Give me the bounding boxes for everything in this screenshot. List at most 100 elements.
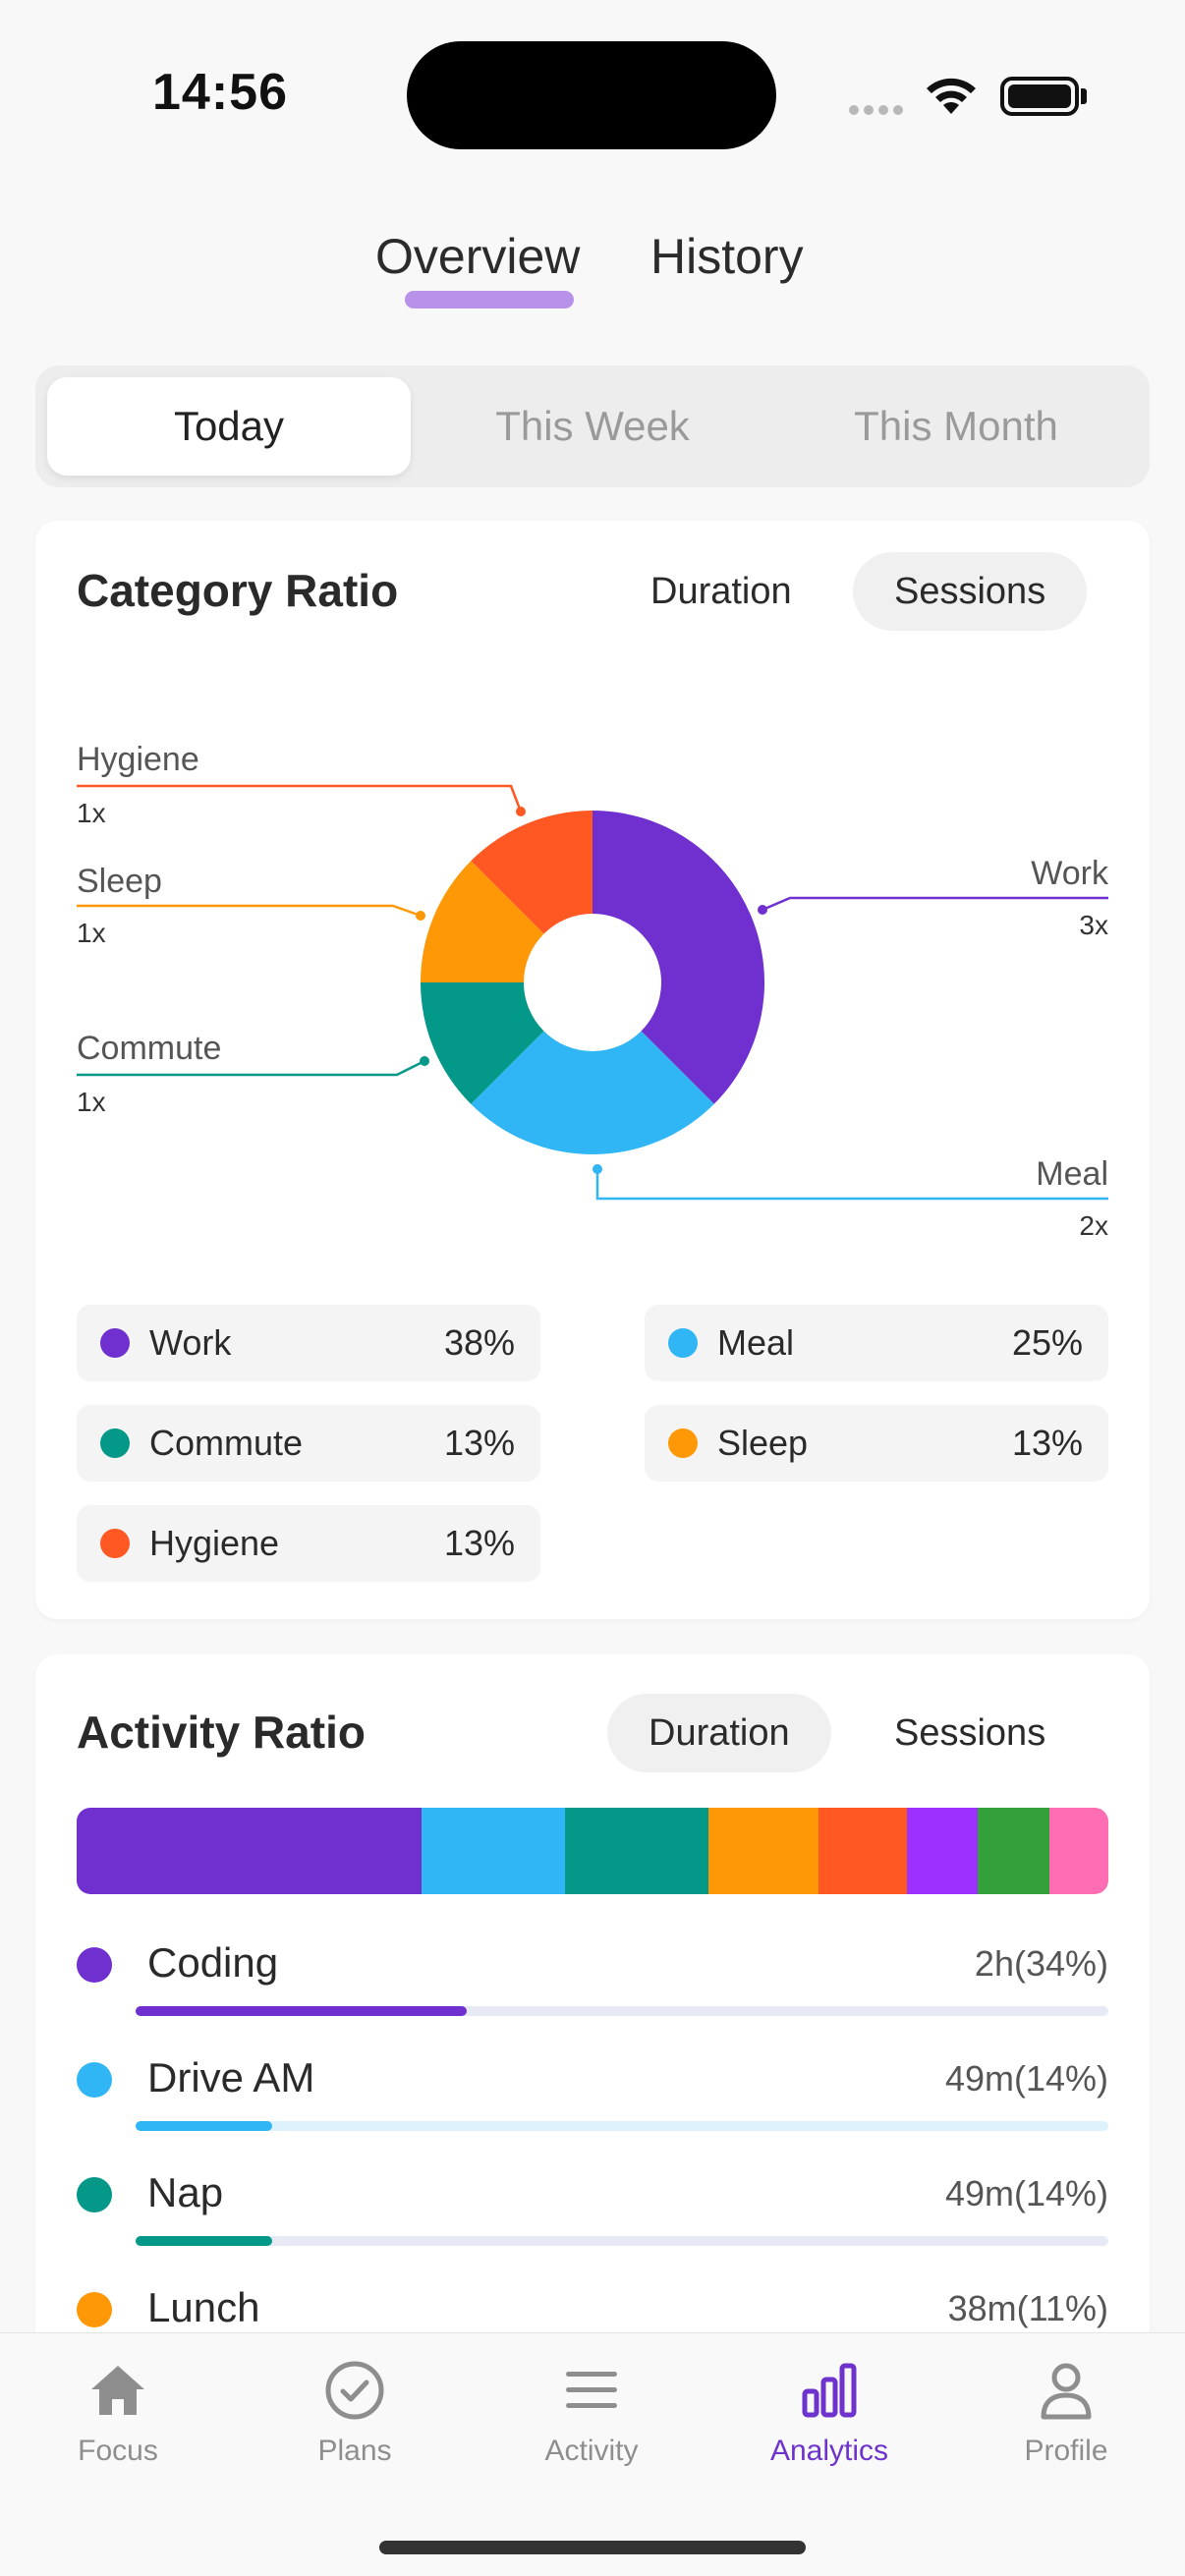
pie-count-meal: 2x [1079, 1210, 1108, 1241]
legend-chip-commute: Commute 13% [77, 1405, 540, 1482]
legend-name: Hygiene [149, 1523, 280, 1563]
activity-progress-fill [136, 2236, 272, 2246]
pie-label-meal: Meal [1036, 1155, 1108, 1193]
activity-dot [77, 2062, 112, 2098]
pie-slice-sleep [420, 861, 544, 982]
battery-tip [1081, 88, 1087, 104]
activity-sessions-toggle[interactable]: Sessions [894, 1711, 1046, 1754]
legend-name: Work [149, 1322, 232, 1363]
activity-dot [77, 1947, 112, 1983]
pie-slice-hygiene [471, 811, 592, 934]
home-indicator [379, 2541, 806, 2554]
activity-progress-fill [136, 2006, 467, 2016]
bar-chart-icon [802, 2363, 857, 2418]
legend-name: Commute [149, 1423, 304, 1463]
legend-dot [668, 1428, 698, 1458]
stacked-bar-segment-7 [977, 1808, 1050, 1894]
stacked-bar-segment-5 [818, 1808, 908, 1894]
activity-duration-toggle[interactable]: Duration [607, 1694, 831, 1772]
person-icon [1041, 2363, 1092, 2420]
legend-chip-meal: Meal 25% [645, 1305, 1108, 1381]
pie-slice-work [592, 811, 764, 1104]
leader-line-meal [595, 1169, 1108, 1201]
nav-profile[interactable]: Profile [968, 2356, 1164, 2468]
dynamic-island [407, 41, 776, 149]
pie-label-sleep: Sleep [77, 863, 162, 900]
tab-overview[interactable]: Overview [375, 229, 581, 284]
activity-name: Nap [147, 2169, 224, 2215]
category-donut-chart [77, 784, 1108, 1201]
stacked-bar-segment-3 [564, 1808, 708, 1894]
stacked-bar-segment-8 [1049, 1808, 1108, 1894]
nav-activity[interactable]: Activity [493, 2356, 690, 2468]
pie-count-work: 3x [1079, 910, 1108, 940]
legend-dot [668, 1328, 698, 1358]
activity-value: 38m(11%) [947, 2288, 1108, 2328]
nav-analytics[interactable]: Analytics [731, 2356, 928, 2468]
pie-slice-meal [471, 1031, 714, 1154]
segment-today[interactable]: Today [47, 377, 411, 476]
nav-label: Focus [78, 2435, 158, 2467]
check-circle-icon [325, 2361, 384, 2420]
activity-name: Drive AM [147, 2054, 315, 2100]
legend-chip-sleep: Sleep 13% [645, 1405, 1108, 1482]
leader-line-commute [77, 1059, 425, 1077]
nav-label: Plans [317, 2435, 392, 2467]
activity-value: 2h(34%) [974, 1943, 1108, 1984]
activity-name: Coding [147, 1939, 279, 1986]
stacked-bar-segment-1 [77, 1808, 422, 1894]
legend-dot [100, 1328, 130, 1358]
pie-count-commute: 1x [77, 1087, 106, 1117]
nav-label: Analytics [769, 2435, 889, 2467]
legend-dot [100, 1529, 130, 1558]
nav-label: Activity [544, 2435, 639, 2467]
nav-plans[interactable]: Plans [256, 2356, 453, 2468]
pie-label-work: Work [1031, 855, 1108, 892]
activity-progress-track [136, 2006, 1108, 2016]
activity-dot [77, 2177, 112, 2212]
pie-count-sleep: 1x [77, 918, 106, 948]
legend-pct: 38% [443, 1322, 515, 1363]
tab-indicator [405, 291, 574, 308]
tab-history[interactable]: History [650, 229, 804, 284]
segment-this-week[interactable]: This Week [495, 403, 690, 449]
list-icon [566, 2372, 617, 2408]
nav-label: Profile [1024, 2435, 1108, 2467]
activity-dot [77, 2292, 112, 2327]
pie-label-commute: Commute [77, 1030, 222, 1067]
category-sessions-toggle[interactable]: Sessions [853, 552, 1088, 631]
cellular-signal-icon [849, 102, 908, 120]
legend-pct: 13% [443, 1523, 515, 1563]
stacked-bar-segment-4 [707, 1808, 818, 1894]
category-duration-toggle[interactable]: Duration [650, 570, 792, 612]
stacked-bar-segment-2 [421, 1808, 565, 1894]
activity-progress-track [136, 2121, 1108, 2131]
leader-line-work [762, 896, 1108, 912]
legend-dot [100, 1428, 130, 1458]
pie-label-hygiene: Hygiene [77, 741, 199, 778]
activity-name: Lunch [147, 2284, 260, 2330]
legend-name: Sleep [717, 1423, 809, 1463]
legend-chip-work: Work 38% [77, 1305, 540, 1381]
wifi-icon [927, 78, 976, 114]
pie-slice-commute [421, 982, 544, 1104]
segment-this-month[interactable]: This Month [854, 403, 1058, 449]
activity-value: 49m(14%) [944, 2173, 1108, 2213]
legend-name: Meal [717, 1322, 795, 1363]
pie-count-hygiene: 1x [77, 798, 106, 828]
stacked-bar-segment-6 [907, 1808, 978, 1894]
activity-value: 49m(14%) [944, 2058, 1108, 2099]
nav-focus[interactable]: Focus [20, 2356, 216, 2468]
house-icon [91, 2366, 144, 2415]
legend-chip-hygiene: Hygiene 13% [77, 1505, 540, 1582]
category-ratio-title: Category Ratio [77, 565, 399, 616]
activity-progress-fill [136, 2121, 272, 2131]
legend-pct: 13% [443, 1423, 515, 1463]
status-time: 14:56 [152, 64, 288, 121]
leader-line-hygiene [77, 784, 523, 812]
legend-pct: 13% [1011, 1423, 1083, 1463]
battery-icon [1000, 77, 1079, 116]
activity-progress-track [136, 2236, 1108, 2246]
activity-stacked-bar [77, 1808, 1108, 1894]
leader-line-sleep [77, 904, 422, 918]
